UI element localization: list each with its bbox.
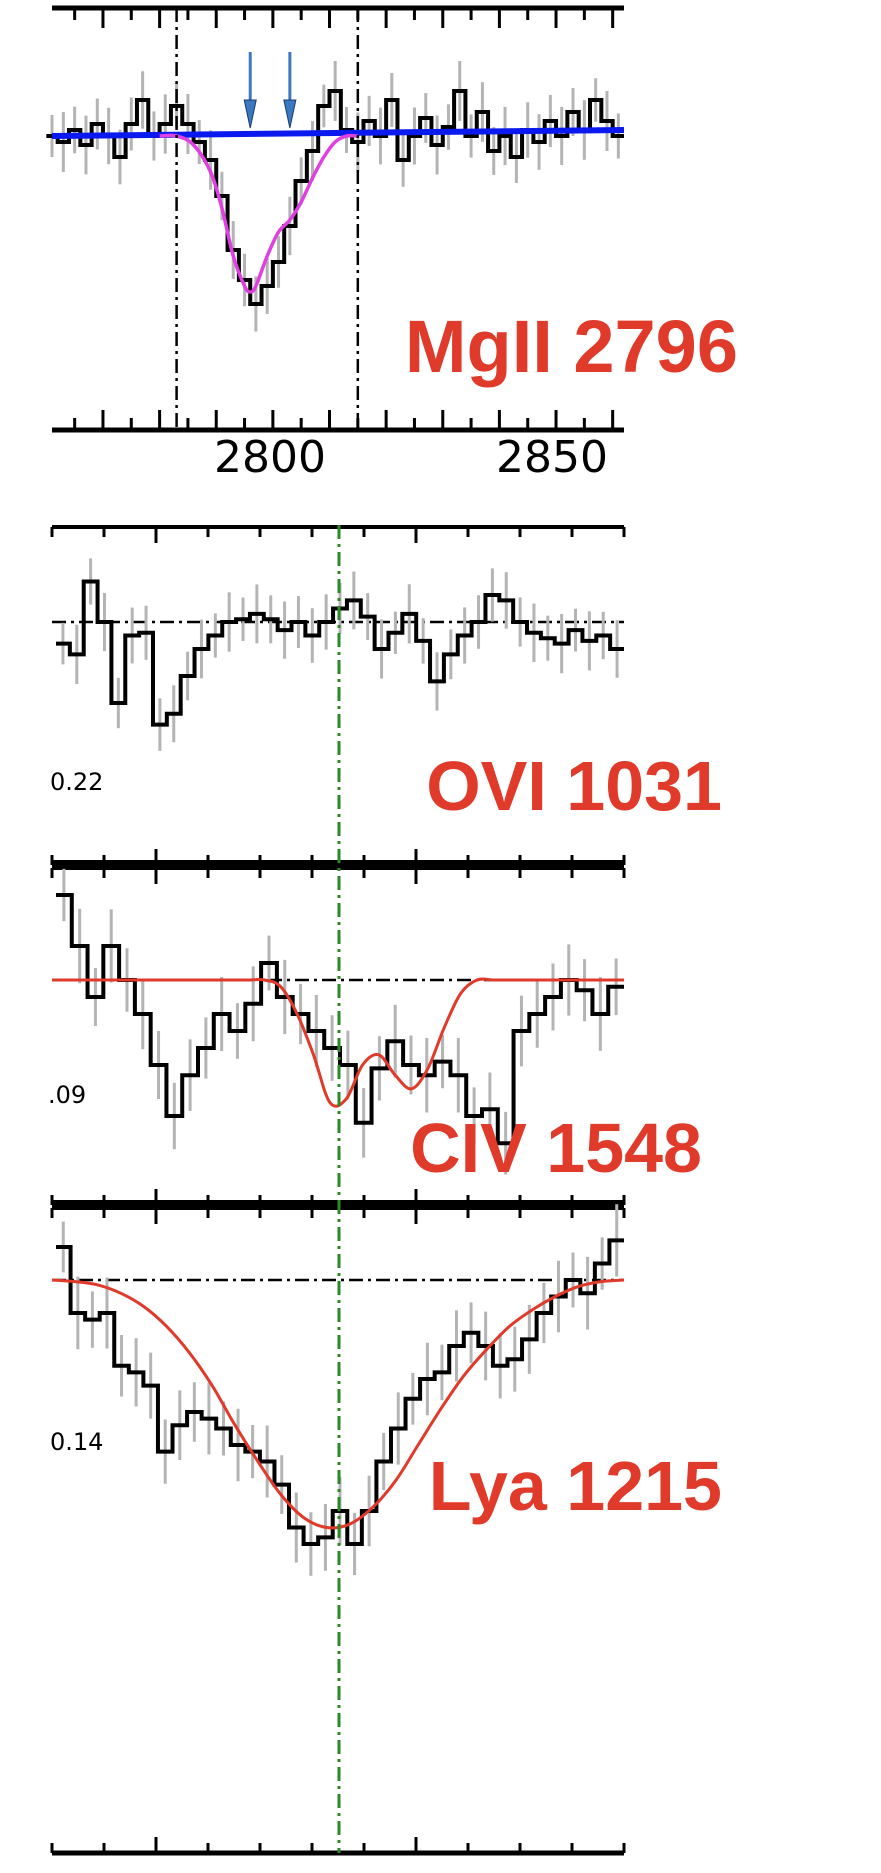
- lya-y-tick-label: 0.14: [50, 1428, 103, 1456]
- x-tick-label-2850: 2850: [496, 432, 608, 483]
- civ-1548-panel: .09 CIV 1548: [48, 860, 702, 1208]
- mgii-integration-bounds: [175, 8, 360, 430]
- mgii-continuum-line: [51, 127, 625, 139]
- civ-1548-label: CIV 1548: [410, 1109, 702, 1187]
- lya-1215-label: Lya 1215: [429, 1447, 722, 1525]
- arrow-head: [283, 99, 297, 129]
- ovi-1031-panel: 0.22 OVI 1031: [50, 525, 722, 868]
- ovi-y-tick-label: 0.22: [50, 768, 103, 796]
- x-tick-label-2800: 2800: [214, 432, 326, 483]
- civ-flux-histogram: [56, 893, 624, 1146]
- mgii-2796-label: MgII 2796: [405, 305, 738, 388]
- arrow-head: [243, 99, 257, 129]
- mgii-flux-histogram: [46, 89, 624, 306]
- mgii-2796-panel: 2800 2850 MgII 2796: [46, 5, 738, 483]
- ovi-1031-label: OVI 1031: [426, 747, 722, 825]
- civ-y-tick-label: .09: [48, 1081, 86, 1109]
- mgii-component-arrows: [243, 52, 297, 129]
- mgii-x-tick-labels: 2800 2850: [214, 432, 608, 483]
- mgii-voigt-fit: [159, 133, 358, 294]
- lya-axes: [50, 1200, 626, 1856]
- lya-1215-panel: 0.14 Lya 1215: [50, 1200, 722, 1856]
